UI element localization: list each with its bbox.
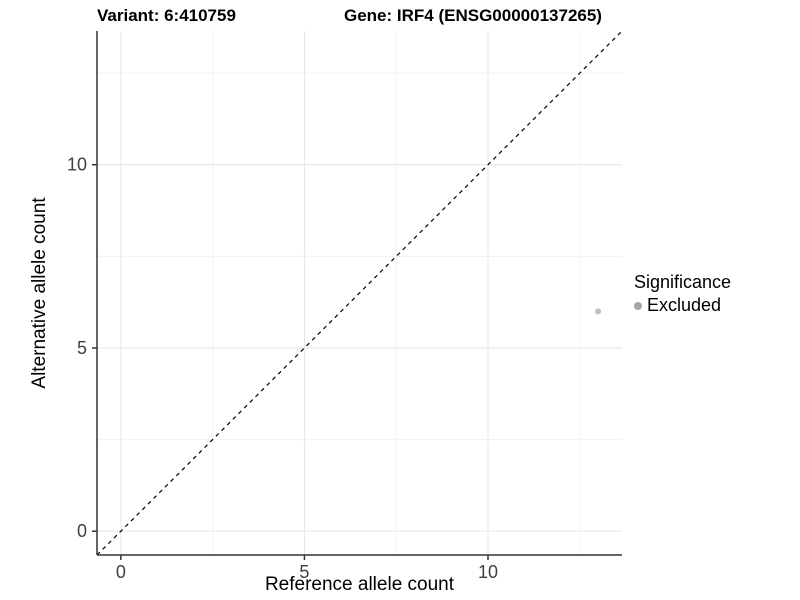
x-tick-label: 0: [116, 562, 126, 582]
legend-title: Significance: [634, 272, 732, 292]
y-tick-label: 10: [67, 155, 87, 175]
y-axis-title: Alternative allele count: [29, 197, 50, 389]
legend-point-icon: [634, 301, 642, 310]
legend: Significance Excluded: [634, 272, 731, 316]
x-tick-label: 10: [478, 562, 498, 582]
variant-title: Variant: 6:410759: [97, 6, 236, 25]
x-axis-title: Reference allele count: [264, 574, 455, 595]
identity-line: [96, 30, 623, 556]
y-tick-label: 0: [77, 521, 87, 541]
gene-title: Gene: IRF4 (ENSG00000137265): [344, 6, 602, 25]
legend-item-label: Excluded: [647, 295, 722, 315]
y-tick-label: 5: [77, 338, 87, 358]
data-point: [595, 308, 602, 315]
legend-item-excluded: Excluded: [634, 295, 731, 316]
x-tick-label: 5: [299, 562, 309, 582]
